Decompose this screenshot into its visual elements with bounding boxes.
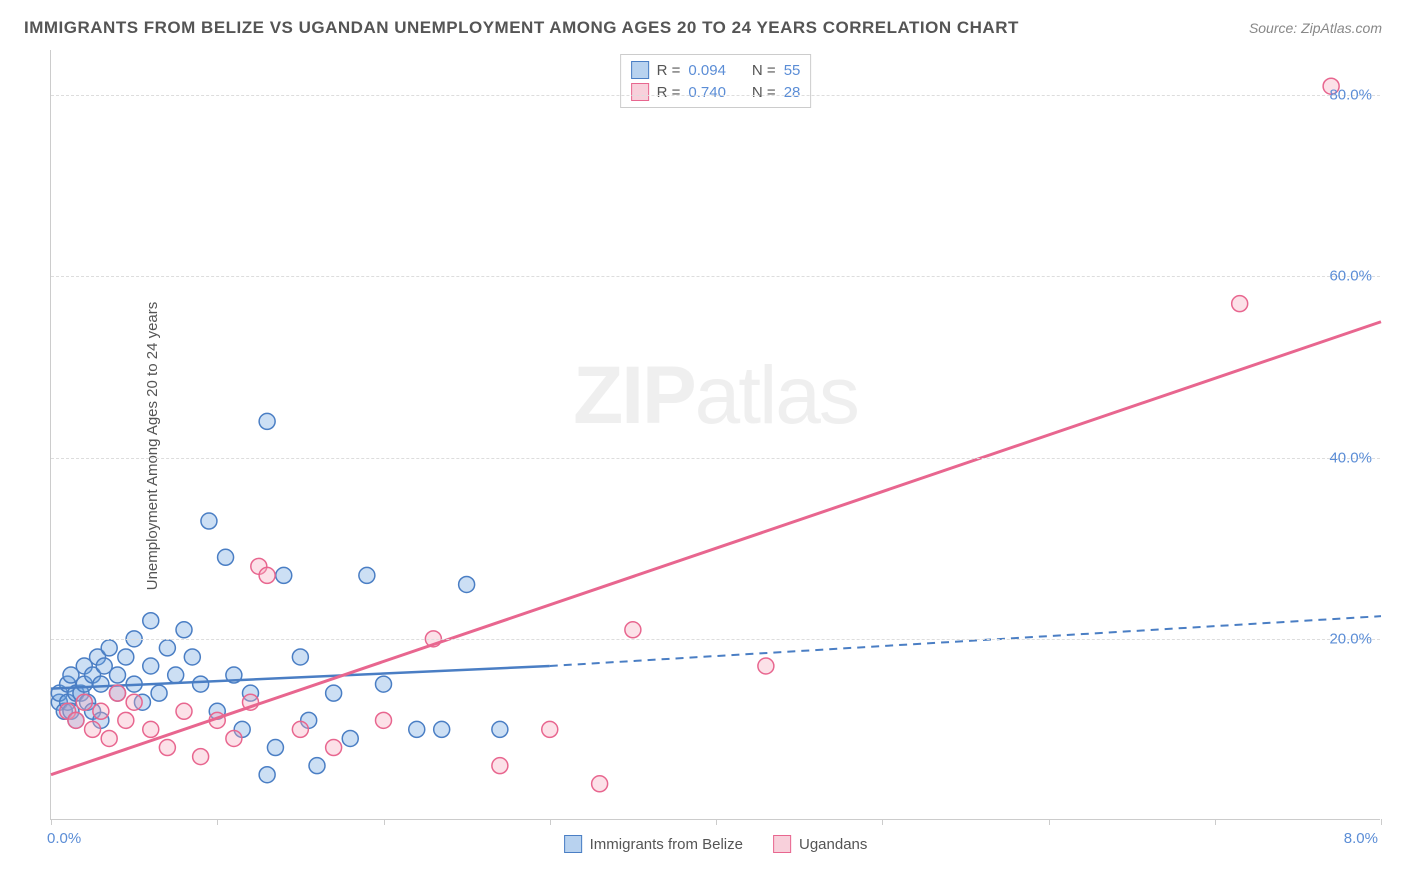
data-point [93, 676, 109, 692]
data-point [292, 721, 308, 737]
x-tick [716, 819, 717, 825]
data-point [168, 667, 184, 683]
chart-title: IMMIGRANTS FROM BELIZE VS UGANDAN UNEMPL… [24, 18, 1019, 38]
y-tick-label: 40.0% [1329, 449, 1372, 466]
plot-svg [51, 50, 1380, 819]
x-tick [384, 819, 385, 825]
data-point [309, 758, 325, 774]
data-point [176, 622, 192, 638]
legend-swatch [773, 835, 791, 853]
data-point [143, 613, 159, 629]
data-point [492, 758, 508, 774]
x-tick [51, 819, 52, 825]
data-point [758, 658, 774, 674]
data-point [101, 640, 117, 656]
x-tick-label-min: 0.0% [47, 830, 81, 847]
data-point [292, 649, 308, 665]
data-point [434, 721, 450, 737]
x-tick [882, 819, 883, 825]
data-point [267, 740, 283, 756]
data-point [218, 549, 234, 565]
data-point [176, 703, 192, 719]
x-tick [1049, 819, 1050, 825]
series-legend-label: Immigrants from Belize [590, 836, 743, 853]
gridline [51, 458, 1380, 459]
series-legend-item: Immigrants from Belize [564, 835, 743, 853]
data-point [151, 685, 167, 701]
y-tick-label: 20.0% [1329, 630, 1372, 647]
x-tick [217, 819, 218, 825]
data-point [342, 730, 358, 746]
regression-line-dashed [550, 616, 1381, 666]
gridline [51, 95, 1380, 96]
data-point [85, 721, 101, 737]
data-point [459, 576, 475, 592]
x-tick [1215, 819, 1216, 825]
data-point [226, 730, 242, 746]
x-tick [550, 819, 551, 825]
data-point [93, 703, 109, 719]
data-point [276, 567, 292, 583]
data-point [409, 721, 425, 737]
data-point [76, 694, 92, 710]
gridline [51, 276, 1380, 277]
data-point [193, 676, 209, 692]
data-point [542, 721, 558, 737]
x-tick-label-max: 8.0% [1344, 830, 1378, 847]
series-legend: Immigrants from Belize Ugandans [564, 835, 868, 853]
data-point [625, 622, 641, 638]
data-point [492, 721, 508, 737]
data-point [159, 640, 175, 656]
data-point [326, 740, 342, 756]
y-tick-label: 60.0% [1329, 268, 1372, 285]
data-point [118, 712, 134, 728]
data-point [143, 721, 159, 737]
data-point [201, 513, 217, 529]
data-point [326, 685, 342, 701]
data-point [68, 712, 84, 728]
regression-line [51, 322, 1381, 775]
chart-container: IMMIGRANTS FROM BELIZE VS UGANDAN UNEMPL… [0, 0, 1406, 892]
data-point [259, 567, 275, 583]
y-tick-label: 80.0% [1329, 87, 1372, 104]
data-point [259, 413, 275, 429]
series-legend-label: Ugandans [799, 836, 867, 853]
data-point [159, 740, 175, 756]
series-legend-item: Ugandans [773, 835, 867, 853]
gridline [51, 639, 1380, 640]
data-point [184, 649, 200, 665]
data-point [118, 649, 134, 665]
data-point [143, 658, 159, 674]
data-point [359, 567, 375, 583]
data-point [193, 749, 209, 765]
data-point [376, 712, 392, 728]
data-point [592, 776, 608, 792]
data-point [101, 730, 117, 746]
data-point [110, 667, 126, 683]
data-point [110, 685, 126, 701]
data-point [126, 694, 142, 710]
plot-area: ZIPatlas R =0.094N =55R =0.740N =28 Immi… [50, 50, 1380, 820]
source-label: Source: ZipAtlas.com [1249, 20, 1382, 36]
data-point [1232, 296, 1248, 312]
data-point [259, 767, 275, 783]
legend-swatch [564, 835, 582, 853]
x-tick [1381, 819, 1382, 825]
data-point [376, 676, 392, 692]
